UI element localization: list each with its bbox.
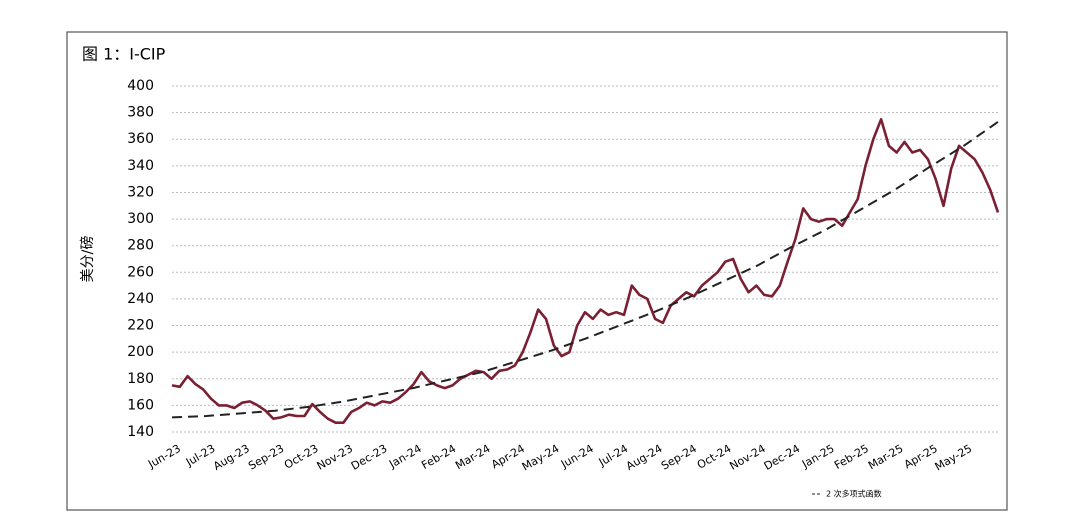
legend-label: 2 次多项式函数: [826, 489, 882, 499]
y-tick-label: 240: [127, 291, 154, 307]
y-axis-label: 美分/磅: [79, 236, 96, 283]
y-tick-label: 160: [127, 397, 154, 413]
y-tick-label: 280: [127, 238, 154, 254]
data-line: [171, 118, 1000, 425]
y-tick-label: 400: [127, 78, 154, 94]
y-tick-label: 360: [127, 131, 154, 147]
frame: [66, 31, 1008, 511]
y-tick-label: 340: [127, 158, 154, 174]
y-tick-label: 220: [127, 318, 154, 334]
y-tick-label: 260: [127, 264, 154, 280]
y-tick-label: 140: [127, 424, 154, 440]
y-tick-label: 180: [127, 371, 154, 387]
trend-line: [171, 121, 999, 419]
y-tick-label: 200: [127, 344, 154, 360]
chart-title: 图 1：I-CIP: [82, 45, 166, 64]
y-tick-label: 320: [127, 184, 154, 200]
y-tick-label: 300: [127, 211, 154, 227]
y-tick-label: 380: [127, 105, 154, 121]
